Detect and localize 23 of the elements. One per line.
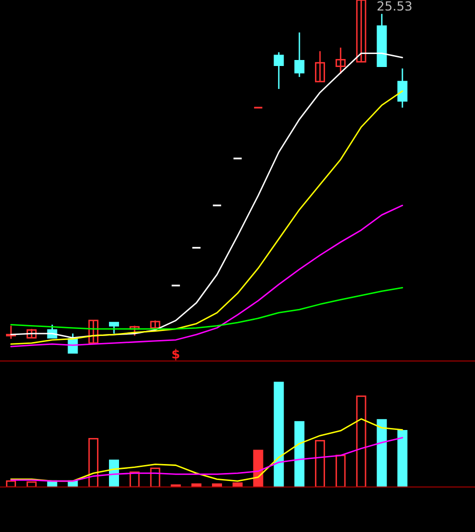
candlestick [88,320,98,344]
bar [314,440,326,487]
bar [88,438,98,487]
candlestick [314,50,326,82]
candlestick [294,32,304,78]
bar [294,421,304,487]
candlestick [336,46,346,74]
bar [397,430,408,487]
bar [253,450,264,487]
annotation: $ [172,348,180,360]
candlestick [274,52,284,90]
candlestick [130,325,140,336]
candlestick [108,322,120,334]
bar [376,419,387,487]
annotation: 25.53 [378,1,412,11]
bar [356,396,366,487]
bar [130,471,140,487]
bar [336,454,346,487]
candlestick [356,0,366,62]
candlestick [397,68,408,108]
candlestick [6,325,16,340]
bar [150,468,160,487]
bar [274,382,284,487]
